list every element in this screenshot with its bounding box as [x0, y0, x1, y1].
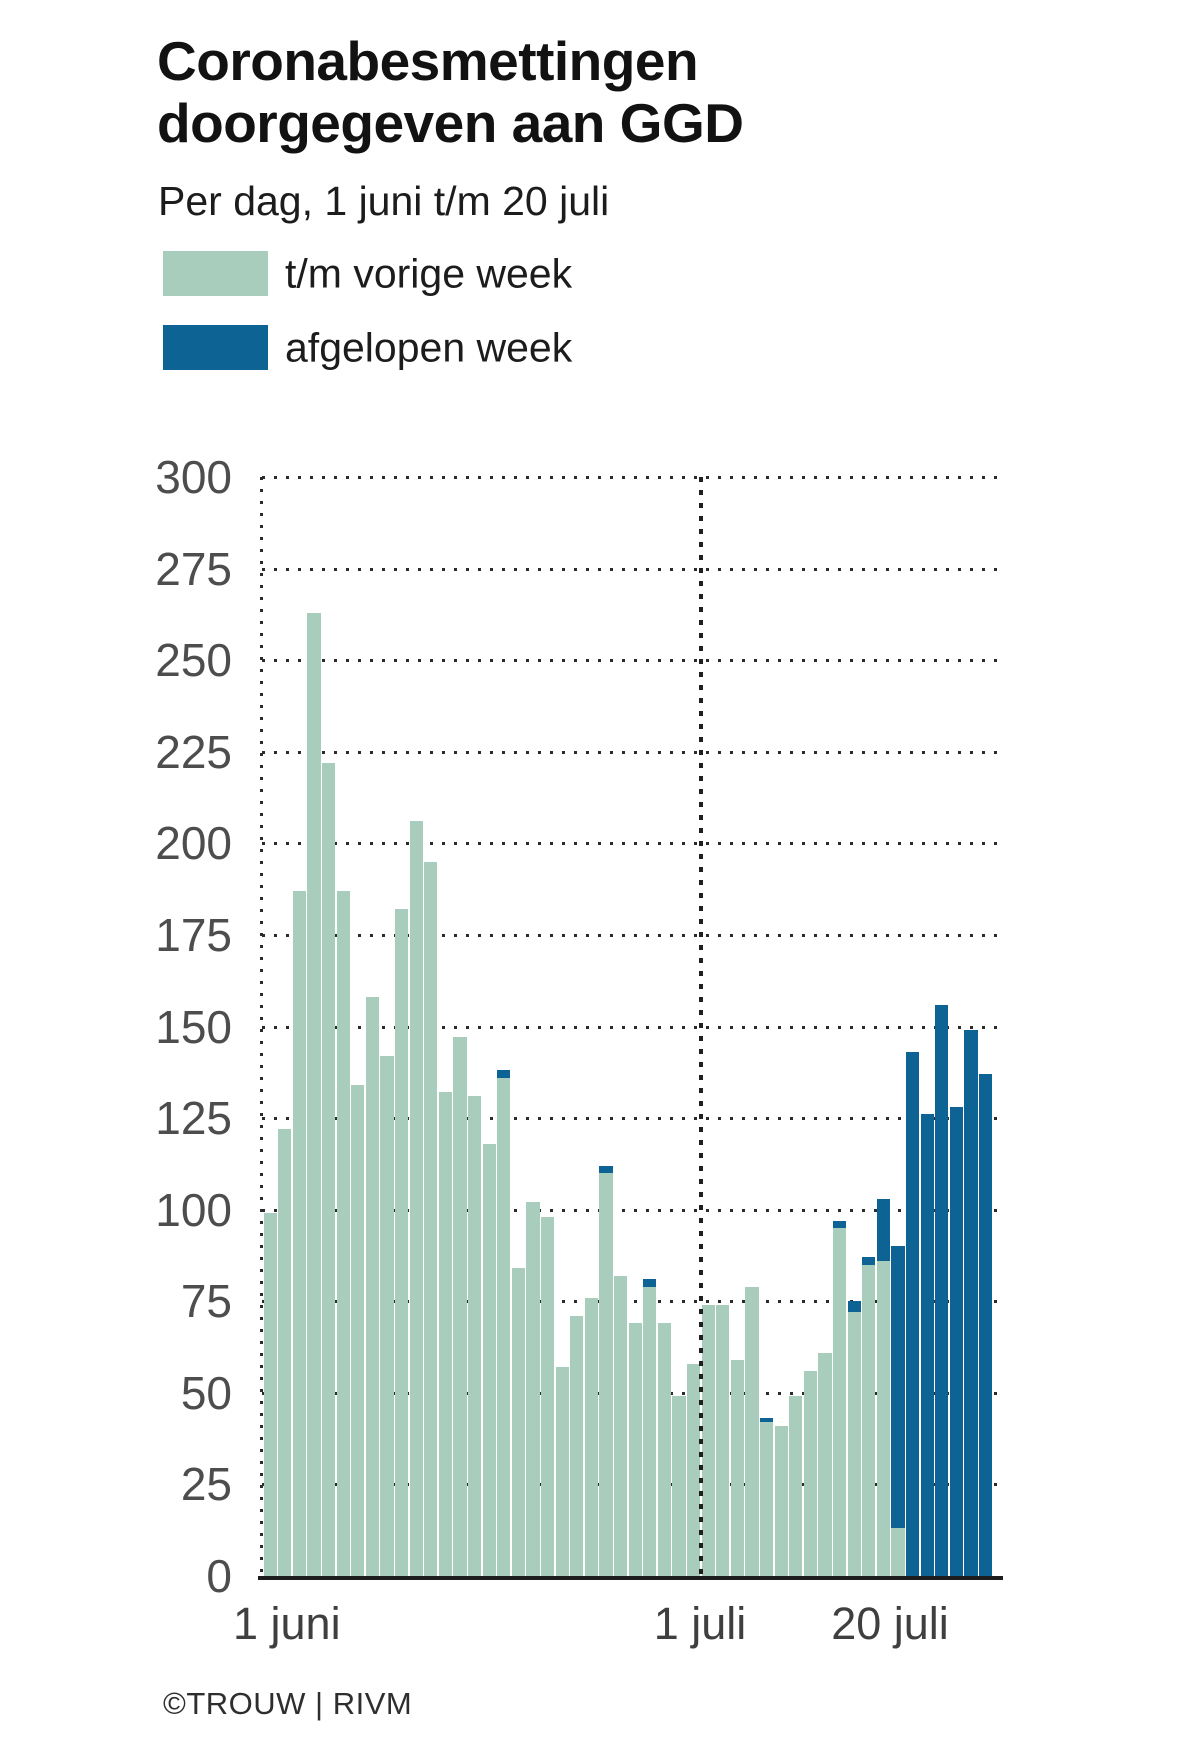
y-axis-label-175: 175 [155, 908, 232, 961]
bar-11-juni-green [409, 821, 423, 1576]
source-credit: ©TROUW | RIVM [163, 1686, 413, 1721]
y-axis-label-25: 25 [180, 1458, 232, 1511]
bar-1-juni-green [263, 1213, 277, 1576]
bar-1-juli-green [701, 1304, 715, 1576]
page-title-line1: Coronabesmettingen [157, 30, 699, 92]
bar-18-juni-green [511, 1268, 525, 1576]
bar-12-juli-green [862, 1264, 876, 1576]
bar-17-juni-green [497, 1077, 511, 1576]
legend-swatch-green [163, 251, 268, 296]
y-axis-label-100: 100 [155, 1183, 232, 1236]
bar-24-juni-blue [599, 1165, 613, 1174]
y-axis-label-125: 125 [155, 1092, 232, 1145]
bar-27-juni-green [643, 1286, 657, 1576]
bar-4-juli-green [745, 1286, 759, 1576]
gridline-275 [262, 567, 1003, 571]
bar-7-juli-green [789, 1396, 803, 1576]
y-axis-label-200: 200 [155, 817, 232, 870]
gridline-150 [262, 1025, 1003, 1029]
gridline-300 [262, 476, 1003, 479]
bar-3-juni-green [292, 890, 306, 1576]
bar-19-juli-blue [964, 1030, 978, 1576]
bar-10-juli-green [833, 1227, 847, 1576]
bar-30-juni-green [687, 1363, 701, 1576]
bar-26-juni-green [628, 1323, 642, 1576]
y-axis-label-275: 275 [155, 542, 232, 595]
legend-label-last-week: afgelopen week [285, 324, 573, 370]
y-axis-label-0: 0 [206, 1550, 232, 1602]
gridline-250 [262, 659, 1003, 663]
bar-13-juli-blue [876, 1198, 890, 1261]
gridline-200 [262, 842, 1003, 846]
x-axis-label-1-juni: 1 juni [233, 1598, 341, 1649]
bar-13-juli-green [876, 1260, 890, 1576]
bar-12-juli-blue [862, 1257, 876, 1265]
page-title: Coronabesmettingen doorgegeven aan GGD [157, 30, 744, 154]
y-axis-label-225: 225 [155, 725, 232, 778]
x-axis-line [258, 1576, 1003, 1580]
bar-14-juni-green [453, 1037, 467, 1576]
bar-9-juni-green [380, 1055, 394, 1576]
bar-2-juli-green [716, 1304, 730, 1576]
bar-2-juni-green [278, 1129, 292, 1576]
bar-11-juli-blue [847, 1301, 861, 1313]
bar-9-juli-green [818, 1352, 832, 1576]
y-axis-label-300: 300 [155, 451, 232, 503]
bar-6-juli-green [774, 1425, 788, 1576]
chart-subtitle: Per dag, 1 juni t/m 20 juli [158, 178, 610, 224]
bar-29-juni-green [672, 1396, 686, 1576]
bar-3-juli-green [730, 1359, 744, 1576]
legend-swatch-blue [163, 325, 268, 370]
bar-16-juli-blue [920, 1114, 934, 1576]
bar-17-juli-blue [935, 1004, 949, 1576]
bar-12-juni-green [424, 861, 438, 1576]
x-axis-label-20-juli: 20 juli [831, 1598, 949, 1649]
y-axis-label-250: 250 [155, 634, 232, 687]
y-axis-label-75: 75 [180, 1275, 232, 1328]
bar-5-juli-blue [760, 1418, 774, 1423]
bar-11-juli-green [847, 1312, 861, 1576]
bar-8-juni-green [365, 997, 379, 1576]
page-title-line2: doorgegeven aan GGD [157, 92, 744, 154]
bar-19-juni-green [526, 1202, 540, 1576]
bar-20-juli-blue [979, 1074, 993, 1576]
gridline-1-juli [698, 477, 703, 1576]
bar-28-juni-green [657, 1323, 671, 1576]
bar-15-juli-blue [906, 1052, 920, 1576]
bar-18-juli-blue [949, 1107, 963, 1576]
bar-5-juli-green [760, 1422, 774, 1576]
bar-15-juni-green [468, 1096, 482, 1576]
y-axis-line [260, 477, 263, 1576]
bar-5-juni-green [322, 762, 336, 1576]
bar-14-juli-green [891, 1528, 905, 1576]
bar-10-juli-blue [833, 1220, 847, 1228]
bar-7-juni-green [351, 1085, 365, 1576]
bar-14-juli-blue [891, 1246, 905, 1529]
gridline-75 [262, 1300, 1003, 1304]
bar-21-juni-green [555, 1367, 569, 1576]
gridline-125 [262, 1117, 1003, 1121]
gridline-225 [262, 750, 1003, 754]
bar-17-juni-blue [497, 1070, 511, 1078]
gridline-175 [262, 933, 1003, 937]
bar-25-juni-green [614, 1275, 628, 1576]
bar-22-juni-green [570, 1315, 584, 1576]
bar-24-juni-green [599, 1173, 613, 1576]
y-axis-label-50: 50 [180, 1366, 232, 1419]
legend-label-previous-weeks: t/m vorige week [285, 250, 573, 296]
gridline-100 [262, 1208, 1003, 1212]
bar-23-juni-green [584, 1297, 598, 1576]
bar-20-juni-green [541, 1216, 555, 1576]
bar-16-juni-green [482, 1143, 496, 1576]
bar-8-juli-green [803, 1370, 817, 1576]
bar-10-juni-green [395, 909, 409, 1576]
bar-27-juni-blue [643, 1279, 657, 1287]
bar-13-juni-green [438, 1092, 452, 1576]
y-axis-label-150: 150 [155, 1000, 232, 1053]
bar-4-juni-green [307, 612, 321, 1576]
x-axis-label-1-juli: 1 juli [653, 1598, 747, 1649]
bar-6-juni-green [336, 890, 350, 1576]
